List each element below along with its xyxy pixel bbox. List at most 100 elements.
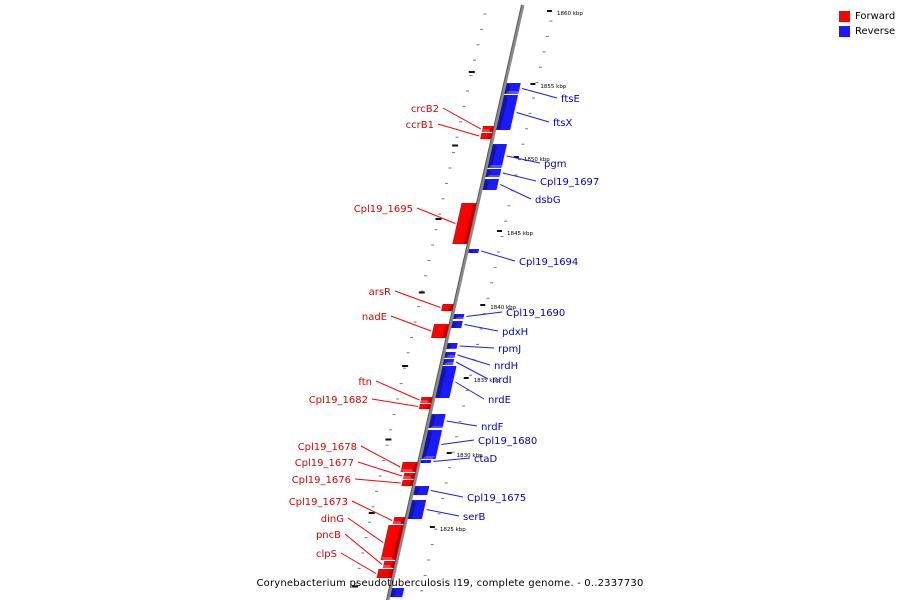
reverse-gene-block [453, 314, 465, 319]
forward-gene-block [392, 517, 406, 524]
reverse-gene-connector [455, 361, 489, 380]
reverse-gene-label: nrdH [494, 361, 518, 372]
reverse-gene-block [496, 95, 519, 130]
reverse-gene-block-shade [444, 352, 450, 358]
reverse-gene-connector [430, 490, 464, 498]
forward-gene-connector [375, 380, 420, 401]
reverse-gene-block [451, 321, 463, 328]
reverse-gene-block [420, 460, 432, 463]
reverse-gene-label: nrdF [481, 422, 504, 433]
reverse-gene-label: ftsX [553, 118, 572, 129]
forward-gene-connector [416, 207, 456, 224]
forward-gene-connector [360, 445, 401, 468]
reverse-gene-block-shade [446, 343, 452, 349]
reverse-gene-connector [426, 509, 460, 517]
reverse-gene-block-shade [421, 430, 433, 459]
reverse-gene-block-shade [390, 588, 397, 597]
forward-gene-label: Cpl19_1677 [295, 458, 354, 469]
forward-gene-label: arsR [369, 287, 391, 298]
reverse-gene-labels: ftsE ftsX pgm Cpl19_1697 dsbG Cpl19_1694 Cpl19… [426, 88, 599, 523]
reverse-gene-block-shade [468, 249, 474, 253]
forward-gene-label: crcB2 [411, 104, 439, 115]
legend: Forward Reverse [839, 9, 895, 39]
forward-gene-label: dinG [321, 514, 344, 525]
reverse-gene-block-top [431, 410, 450, 414]
forward-gene-block-shade [389, 561, 396, 568]
forward-gene-block [380, 525, 404, 560]
reverse-gene-block [482, 179, 500, 190]
reverse-gene-block-shade [487, 144, 497, 168]
reverse-gene-block-shade [496, 95, 509, 130]
forward-gene-connector [371, 398, 418, 407]
forward-gene-block [382, 561, 396, 568]
reverse-gene-block-top [487, 165, 506, 169]
reverse-swatch [839, 26, 850, 37]
forward-gene-block-shade [391, 525, 404, 560]
forward-gene-label: Cpl19_1695 [354, 204, 413, 215]
legend-reverse-label: Reverse [855, 26, 896, 37]
forward-gene-connector [347, 517, 384, 543]
reverse-gene-block-top [447, 339, 462, 343]
forward-gene-block-top [390, 513, 406, 517]
reverse-gene-block-top [412, 496, 431, 500]
reverse-gene-connector [446, 420, 478, 427]
forward-gene-label: ftn [358, 377, 372, 388]
reverse-gene-block [487, 144, 507, 168]
reverse-gene-label: serB [463, 512, 485, 523]
forward-gene-connector [351, 500, 393, 521]
reverse-gene-connector [457, 354, 491, 366]
reverse-gene-connector [433, 457, 471, 462]
reverse-gene-label: Cpl19_1694 [519, 257, 578, 268]
reverse-gene-block-shade [482, 179, 490, 190]
reverse-gene-block-shade [420, 460, 426, 463]
forward-gene-block-top [400, 469, 416, 473]
reverse-gene-block [468, 249, 480, 253]
reverse-gene-block-shade [428, 414, 436, 428]
forward-gene-block-top [417, 393, 433, 397]
forward-gene-block-shade [463, 203, 477, 244]
legend-forward-label: Forward [855, 11, 896, 22]
reverse-gene-block-top [444, 355, 459, 359]
reverse-gene-block-shade [407, 500, 417, 519]
forward-gene-block [401, 480, 414, 486]
forward-gene-block [376, 569, 394, 578]
forward-gene-block [481, 126, 495, 132]
reverse-gene-block [446, 343, 458, 349]
legend-reverse: Reverse [839, 24, 895, 39]
reverse-gene-block-top [452, 317, 467, 321]
forward-gene-block-top [438, 300, 454, 304]
forward-gene-block-shade [441, 324, 450, 338]
reverse-gene-block-shade [435, 366, 447, 398]
legend-forward: Forward [839, 9, 895, 24]
forward-gene-connector [357, 461, 403, 477]
reverse-gene-label: Cpl19_1680 [478, 436, 537, 447]
reverse-gene-label: nrdE [488, 395, 511, 406]
forward-gene-connector [442, 107, 482, 130]
reverse-gene-connector [502, 172, 537, 182]
inner-tick-marks [352, 13, 487, 588]
forward-gene-label: Cpl19_1673 [289, 497, 348, 508]
forward-gene-connector [394, 290, 441, 308]
forward-gene-block-shade [411, 462, 418, 472]
forward-gene-labels: crcB2 ccrB1 Cpl19_1695 arsR nadE ftn Cpl19_168… [289, 104, 482, 574]
genome-caption: Corynebacterium pseudotuberculosis I19, … [256, 578, 644, 589]
scale-label: 1845 kbp [507, 231, 533, 237]
forward-gene-label: ccrB1 [406, 120, 434, 131]
reverse-gene-block [407, 500, 427, 519]
reverse-gene-connector [464, 324, 499, 332]
reverse-gene-block-shade [485, 169, 492, 177]
reverse-gene-connector [459, 345, 495, 349]
forward-gene-block [452, 203, 477, 244]
reverse-gene-block-top [442, 362, 461, 366]
forward-gene-label: Cpl19_1678 [298, 442, 357, 453]
forward-gene-block-top [374, 565, 394, 569]
reverse-gene-block-top [469, 245, 484, 249]
forward-gene-block-shade [487, 133, 493, 139]
forward-gene-block [400, 462, 418, 472]
reverse-gene-block-top [485, 175, 504, 179]
forward-gene-blocks [374, 122, 495, 578]
reverse-gene-connector [481, 250, 516, 262]
reverse-gene-block [435, 366, 457, 398]
reverse-gene-block-top [392, 584, 409, 588]
forward-gene-label: clpS [316, 549, 337, 560]
